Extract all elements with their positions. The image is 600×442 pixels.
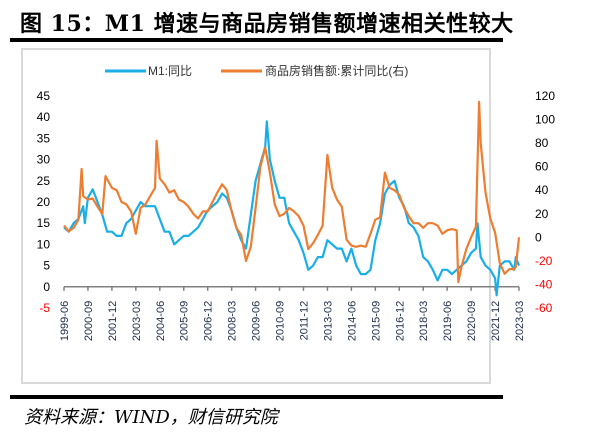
- x-tick-label: 2008-03: [227, 301, 239, 341]
- y-right-tick-label: -20: [535, 254, 553, 268]
- y-right-tick-label: 60: [535, 160, 549, 174]
- x-tick-label: 2009-06: [251, 301, 263, 341]
- y-axis-right: -60 -40 -20 0 20 40 60 80 100 120: [535, 89, 555, 315]
- y-right-tick-label: -40: [535, 277, 553, 291]
- x-tick-label: 2020-09: [466, 301, 478, 341]
- y-left-tick-label: 35: [37, 131, 51, 145]
- bottom-rule: [10, 395, 503, 399]
- x-tick-label: 2023-03: [514, 301, 526, 341]
- y-right-tick-label: -60: [535, 301, 553, 315]
- source-note: 资料来源：WIND，财信研究院: [24, 407, 278, 428]
- x-tick-label: 2010-09: [275, 301, 287, 341]
- x-tick-label: 2016-12: [394, 301, 406, 341]
- legend-label-m1: M1:同比: [148, 64, 192, 78]
- y-left-tick-label: 0: [43, 280, 50, 294]
- y-left-tick-label: 10: [37, 237, 51, 251]
- x-tick-label: 2014-06: [346, 301, 358, 341]
- x-tick-label: 2004-06: [155, 301, 167, 341]
- y-right-tick-label: 80: [535, 136, 549, 150]
- y-right-tick-label: 100: [535, 113, 555, 127]
- y-right-tick-label: 0: [535, 230, 542, 244]
- x-axis: 1999-06 2000-09 2001-12 2003-03 2004-06 2005-…: [59, 286, 526, 341]
- y-left-tick-label: 20: [37, 195, 51, 209]
- x-tick-label: 2021-12: [490, 301, 502, 341]
- y-right-tick-label: 40: [535, 183, 549, 197]
- legend-label-sales: 商品房销售额:累计同比(右): [265, 63, 408, 78]
- figure-title: 图 15：M1 增速与商品房销售额增速相关性较大: [20, 11, 514, 37]
- top-rule: [10, 38, 503, 42]
- x-tick-label: 2019-06: [442, 301, 454, 341]
- x-tick-label: 2011-12: [298, 301, 310, 341]
- y-left-tick-label: 30: [37, 153, 51, 167]
- x-tick-label: 2000-09: [83, 301, 95, 341]
- x-tick-label: 2015-09: [370, 301, 382, 341]
- y-left-tick-label: 40: [37, 110, 51, 124]
- x-tick-label: 2001-12: [107, 301, 119, 341]
- series-sales-line: [63, 100, 521, 284]
- x-tick-label: 1999-06: [59, 301, 71, 341]
- y-left-tick-label: 25: [37, 174, 51, 188]
- x-tick-label: 2003-03: [131, 301, 143, 341]
- y-axis-left: -5 0 5 10 15 20 25 30 35 40 45: [37, 89, 51, 315]
- y-left-tick-label: 45: [37, 89, 51, 103]
- x-tick-label: 2006-12: [203, 301, 215, 341]
- y-left-tick-label: 15: [37, 216, 51, 230]
- series-m1-line: [63, 120, 521, 297]
- x-tick-label: 2013-03: [322, 301, 334, 341]
- series-layer: [63, 100, 521, 297]
- x-tick-label: 2005-09: [179, 301, 191, 341]
- legend: M1:同比 商品房销售额:累计同比(右): [105, 63, 408, 78]
- y-right-tick-label: 20: [535, 207, 549, 221]
- y-left-tick-label: 5: [43, 259, 50, 273]
- y-left-tick-label: -5: [39, 301, 50, 315]
- x-tick-label: 2018-03: [418, 301, 430, 341]
- y-right-tick-label: 120: [535, 89, 555, 103]
